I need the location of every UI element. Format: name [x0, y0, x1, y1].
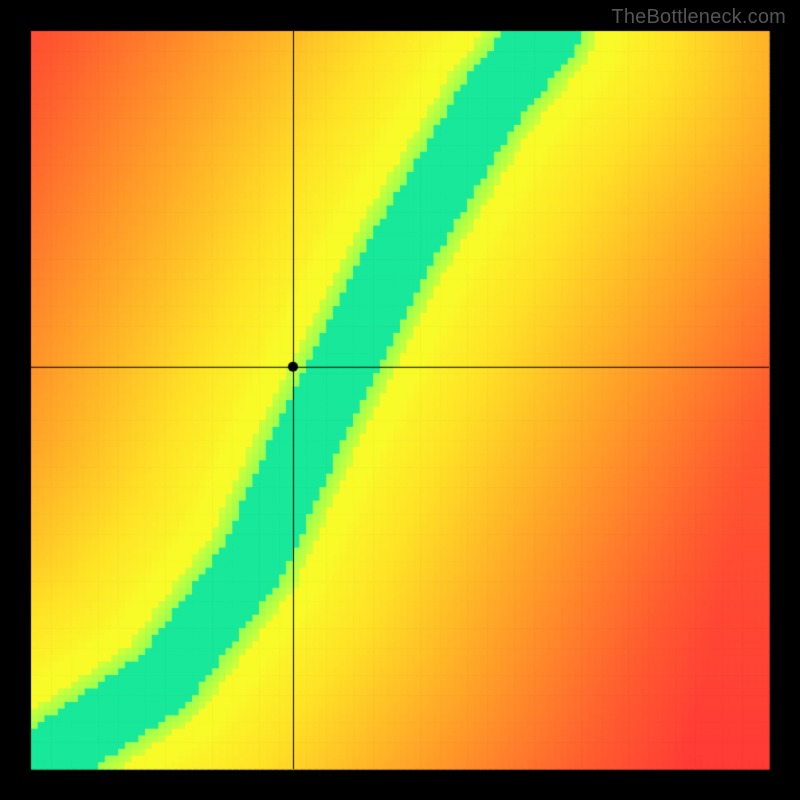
heatmap-canvas: [0, 0, 800, 800]
watermark-text: TheBottleneck.com: [611, 6, 786, 29]
chart-container: TheBottleneck.com: [0, 0, 800, 800]
